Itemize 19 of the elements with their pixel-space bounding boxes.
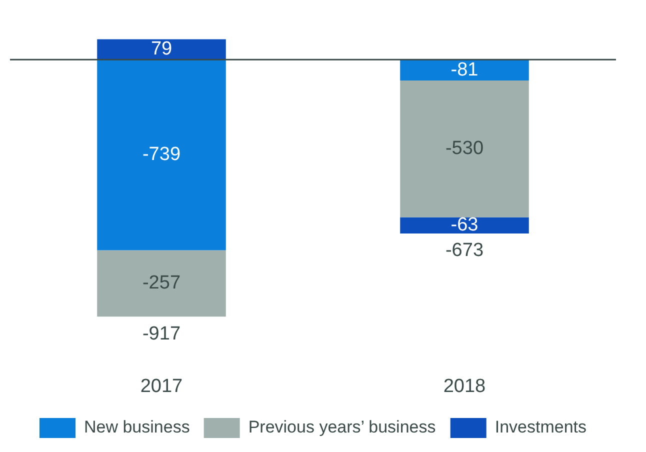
bar xyxy=(400,60,529,80)
x-tick-label: 2017 xyxy=(140,376,183,397)
total-label: -917 xyxy=(142,323,181,344)
legend-label: Investments xyxy=(494,418,587,437)
data-label: 79 xyxy=(150,38,172,60)
data-label: -81 xyxy=(450,59,478,80)
bar xyxy=(97,60,226,250)
bar xyxy=(97,250,226,317)
data-label: -739 xyxy=(142,144,181,166)
data-label: -530 xyxy=(445,138,484,160)
x-tick-label: 2018 xyxy=(443,376,486,397)
bar xyxy=(400,217,529,234)
total-label: -673 xyxy=(445,240,484,262)
data-label: -257 xyxy=(142,272,181,294)
bar xyxy=(400,80,529,218)
legend-label: Previous years’ business xyxy=(248,418,436,437)
bar xyxy=(97,39,226,60)
data-label: -63 xyxy=(450,214,478,236)
legend-label: New business xyxy=(84,418,190,437)
